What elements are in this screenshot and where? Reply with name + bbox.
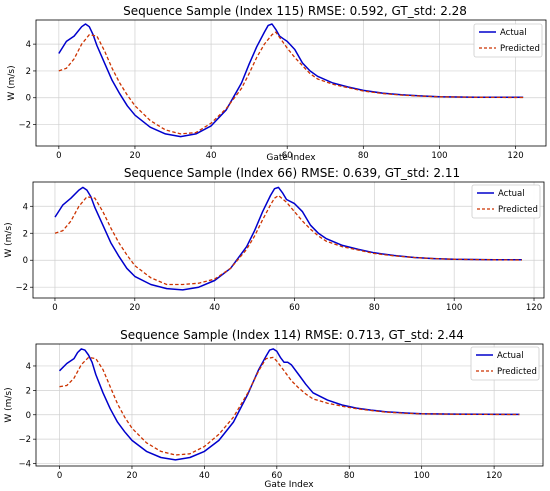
y-tick-label: −2 — [15, 283, 28, 293]
tick-labels-3: 0 20 40 60 80 100 120 −4 −2 0 2 4 — [18, 362, 502, 481]
y-tick-label: 2 — [26, 386, 31, 396]
chart-title-2: Sequence Sample (Index 66) RMSE: 0.639, … — [124, 166, 460, 180]
legend-predicted-label-3: Predicted — [497, 367, 537, 377]
x-tick-label: 60 — [271, 471, 282, 481]
series-line-predicted — [59, 356, 520, 456]
tick-labels-2: 0 20 40 60 80 100 120 −2 0 2 4 — [15, 202, 542, 313]
x-tick-label: 100 — [431, 151, 447, 161]
x-tick-label: 20 — [130, 151, 141, 161]
legend-predicted-label-2: Predicted — [498, 205, 538, 215]
x-tick-label: 20 — [127, 471, 138, 481]
x-tick-label: 40 — [206, 151, 217, 161]
y-axis-label-2: W (m/s) — [4, 222, 14, 257]
y-tick-label: 4 — [23, 202, 28, 212]
y-axis-label-1: W (m/s) — [7, 65, 17, 100]
y-tick-label: 0 — [26, 94, 31, 104]
chart-title-3: Sequence Sample (Index 114) RMSE: 0.713,… — [120, 328, 464, 342]
x-axis-label-3: Gate Index — [264, 480, 314, 490]
x-tick-label: 80 — [358, 151, 369, 161]
y-tick-label: −2 — [18, 121, 31, 131]
legend-2: Actual Predicted — [471, 184, 541, 219]
legend-actual-label-3: Actual — [497, 351, 524, 361]
x-tick-label: 100 — [446, 303, 462, 313]
x-tick-label: 100 — [414, 471, 430, 481]
series-line-predicted — [58, 31, 524, 135]
series-layer-3 — [58, 348, 520, 461]
chart-panel-3: Sequence Sample (Index 114) RMSE: 0.713,… — [4, 328, 544, 490]
x-tick-label: 40 — [199, 471, 210, 481]
y-tick-label: −2 — [18, 435, 31, 445]
x-axis-label-1: Gate Index — [266, 153, 316, 163]
x-tick-label: 60 — [282, 151, 293, 161]
x-tick-label: 0 — [57, 471, 62, 481]
y-tick-label: 4 — [26, 362, 31, 372]
x-tick-label: 0 — [52, 303, 57, 313]
plot-frame-1 — [35, 19, 547, 147]
x-tick-label: 20 — [129, 303, 140, 313]
y-tick-label: 0 — [26, 411, 31, 421]
y-tick-label: 4 — [26, 40, 31, 50]
series-layer-2 — [54, 186, 523, 291]
y-tick-label: 2 — [26, 67, 31, 77]
tick-labels-1: 0 20 40 60 80 100 120 −2 0 2 4 — [18, 40, 523, 161]
series-layer-1 — [58, 23, 524, 138]
series-line-actual — [58, 23, 524, 138]
plot-frame-3 — [35, 343, 544, 467]
legend-predicted-label-1: Predicted — [500, 44, 540, 54]
legend-actual-label-2: Actual — [498, 189, 525, 199]
series-line-actual — [54, 186, 523, 291]
x-tick-label: 120 — [526, 303, 542, 313]
legend-3: Actual Predicted — [470, 346, 540, 381]
x-tick-label: 0 — [56, 151, 61, 161]
x-tick-label: 120 — [486, 471, 502, 481]
grid-2 — [33, 182, 544, 298]
x-tick-label: 80 — [344, 471, 355, 481]
legend-actual-label-1: Actual — [500, 28, 527, 38]
y-axis-label-3: W (m/s) — [4, 387, 14, 422]
series-line-predicted — [54, 194, 523, 286]
plot-frame-2 — [32, 181, 545, 299]
y-tick-label: 0 — [23, 256, 28, 266]
x-tick-label: 60 — [289, 303, 300, 313]
chart-title-1: Sequence Sample (Index 115) RMSE: 0.592,… — [123, 4, 467, 18]
chart-panel-1: Sequence Sample (Index 115) RMSE: 0.592,… — [7, 4, 547, 163]
x-tick-label: 120 — [507, 151, 523, 161]
x-tick-label: 80 — [369, 303, 380, 313]
chart-panel-2: Sequence Sample (Index 66) RMSE: 0.639, … — [4, 166, 545, 313]
legend-1: Actual Predicted — [473, 23, 543, 58]
x-tick-label: 40 — [209, 303, 220, 313]
y-tick-label: 2 — [23, 229, 28, 239]
y-tick-label: −4 — [18, 460, 31, 470]
